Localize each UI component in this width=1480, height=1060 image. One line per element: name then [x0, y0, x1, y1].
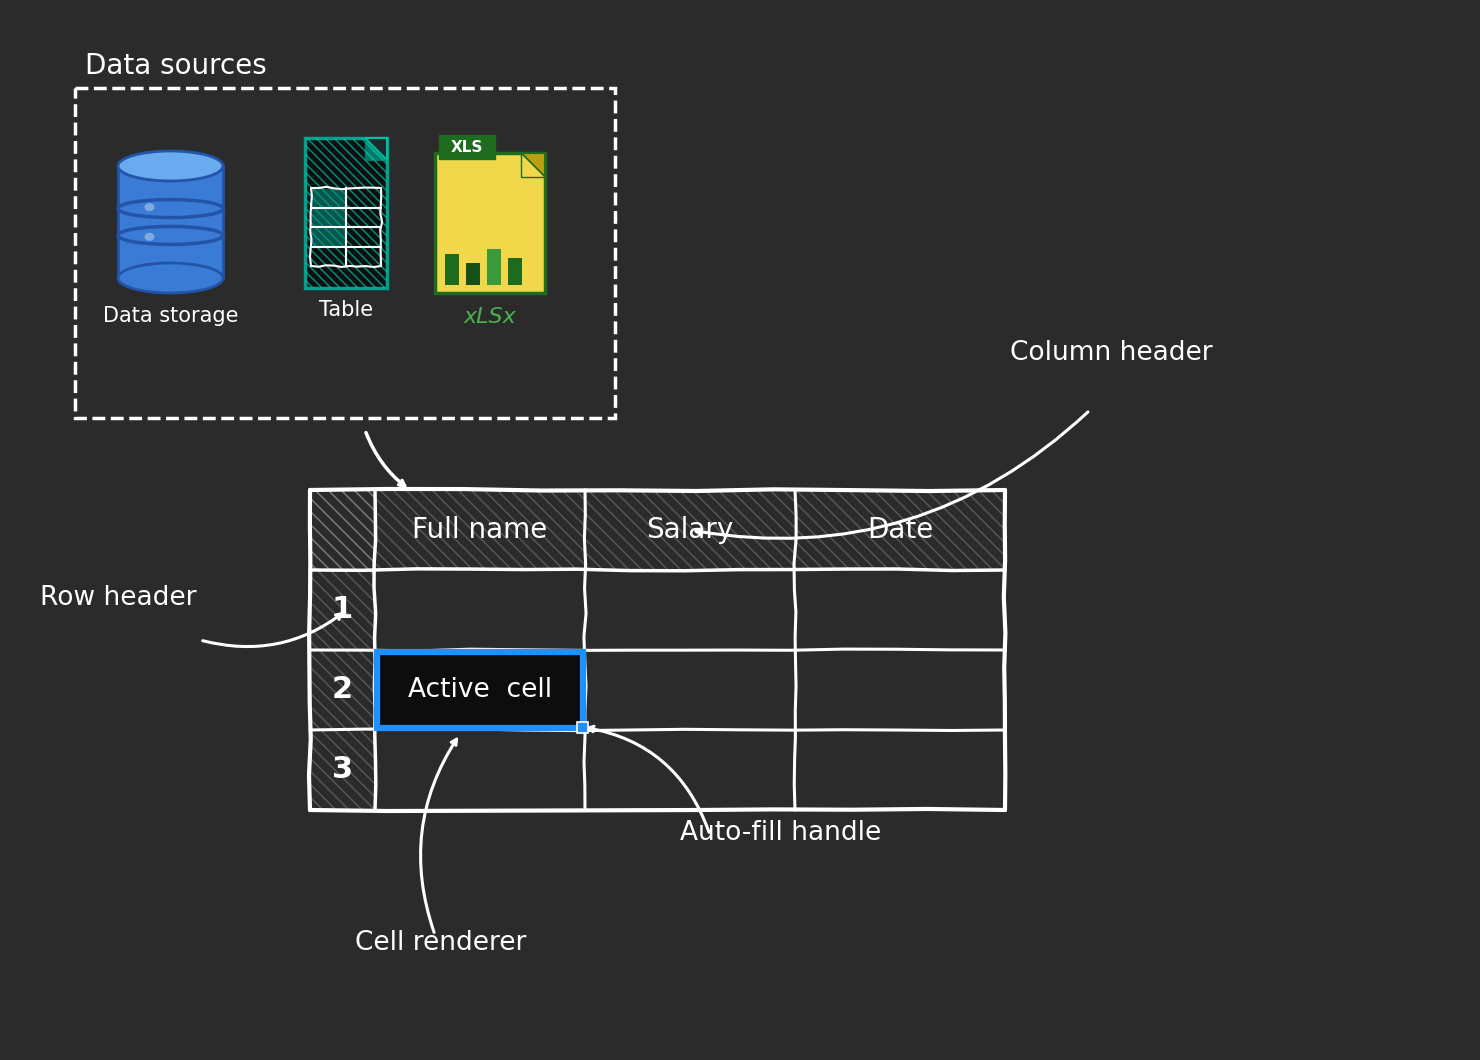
- Bar: [312, 189, 346, 207]
- Text: Row header: Row header: [40, 585, 197, 611]
- Text: Data sources: Data sources: [84, 52, 266, 80]
- Text: Table: Table: [318, 300, 373, 320]
- Text: Auto-fill handle: Auto-fill handle: [679, 820, 881, 846]
- Text: 3: 3: [332, 756, 354, 784]
- Ellipse shape: [118, 263, 223, 293]
- Bar: [577, 722, 588, 734]
- Text: Salary: Salary: [647, 516, 734, 544]
- FancyBboxPatch shape: [440, 135, 494, 159]
- Text: Full name: Full name: [413, 516, 548, 544]
- Text: Date: Date: [867, 516, 932, 544]
- Ellipse shape: [145, 204, 154, 211]
- Text: 1: 1: [332, 596, 354, 624]
- Text: Data storage: Data storage: [102, 306, 238, 326]
- Text: XLS: XLS: [451, 141, 482, 156]
- Bar: [118, 166, 223, 278]
- FancyBboxPatch shape: [435, 153, 545, 293]
- Bar: [508, 258, 522, 285]
- Bar: [312, 228, 346, 246]
- Bar: [466, 263, 480, 285]
- Text: Cell renderer: Cell renderer: [355, 930, 527, 956]
- Bar: [487, 249, 502, 285]
- Text: Column header: Column header: [1009, 340, 1212, 366]
- Text: 2: 2: [332, 675, 354, 705]
- Polygon shape: [366, 138, 386, 160]
- Text: Active  cell: Active cell: [408, 677, 552, 703]
- Bar: [312, 209, 346, 226]
- Bar: [305, 138, 386, 288]
- Bar: [445, 254, 459, 285]
- Polygon shape: [521, 153, 545, 177]
- Ellipse shape: [145, 233, 154, 241]
- Polygon shape: [366, 138, 386, 160]
- Polygon shape: [521, 153, 545, 177]
- Ellipse shape: [118, 151, 223, 181]
- Text: xLSx: xLSx: [463, 307, 517, 326]
- Bar: [377, 652, 583, 728]
